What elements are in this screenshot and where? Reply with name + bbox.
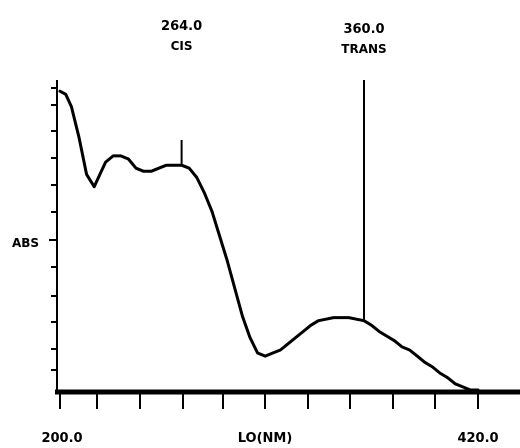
x-tick-label-start: 200.0 bbox=[41, 431, 82, 446]
peak-name-label: TRANS bbox=[341, 42, 386, 56]
peak-value-label: 264.0 bbox=[161, 19, 202, 34]
x-tick-label-end: 420.0 bbox=[457, 431, 498, 446]
x-axis-label: LO(NM) bbox=[238, 431, 293, 446]
spectrum-series bbox=[58, 89, 480, 392]
axis-labels: ABS LO(NM) 200.0 420.0 bbox=[12, 236, 499, 446]
x-ticks bbox=[59, 392, 479, 409]
peak-annotations: 264.0 CIS 360.0 TRANS bbox=[161, 19, 387, 321]
peak-name-label: CIS bbox=[171, 39, 193, 53]
spectrum-line bbox=[58, 89, 480, 392]
y-axis-label: ABS bbox=[12, 236, 39, 250]
y-ticks bbox=[49, 87, 58, 371]
peak-value-label: 360.0 bbox=[343, 22, 384, 37]
